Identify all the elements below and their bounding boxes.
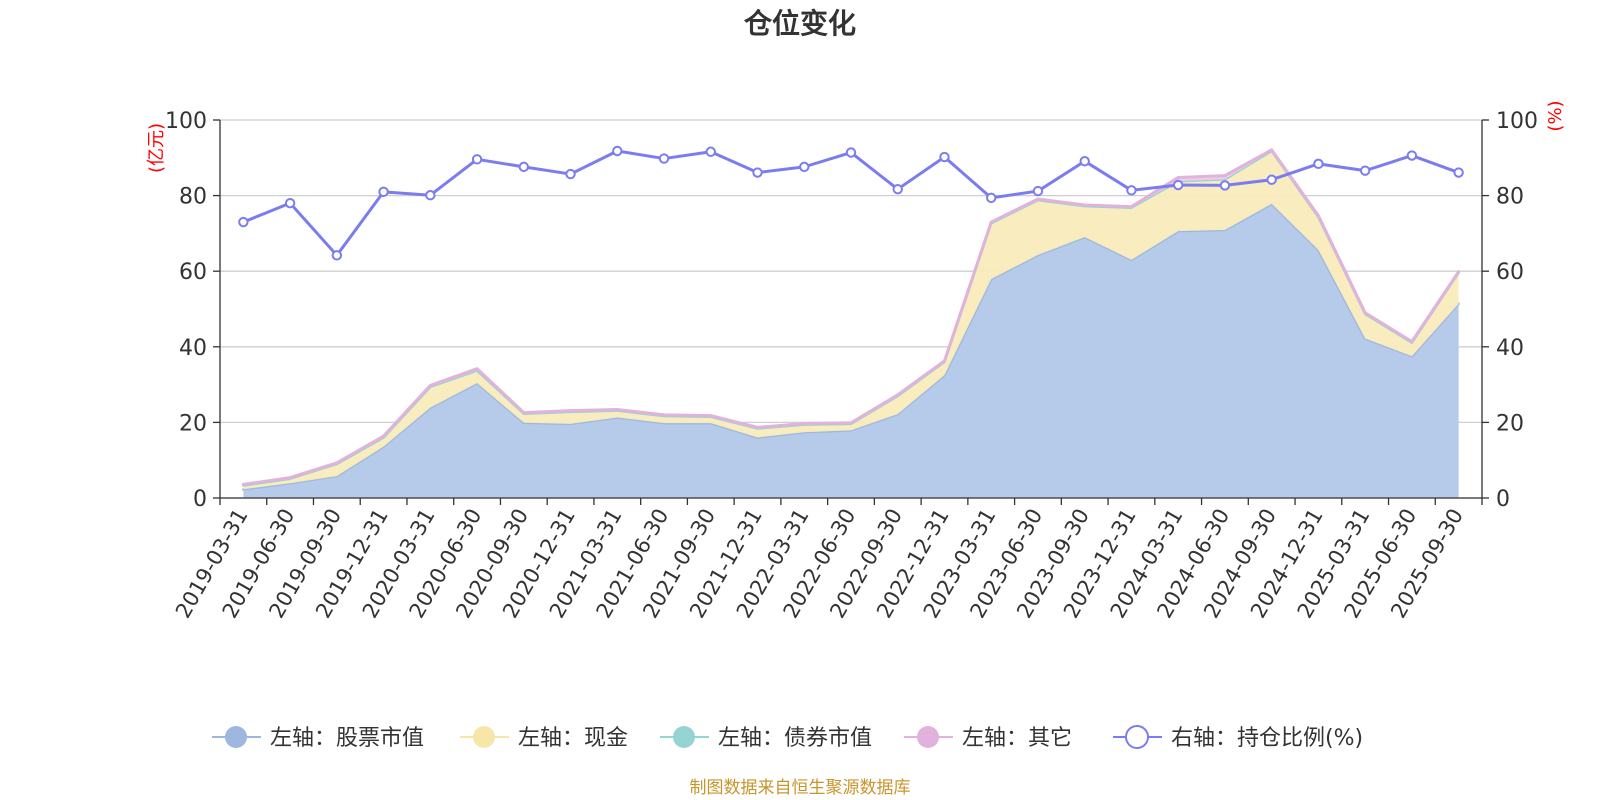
- legend-label: 右轴：持仓比例(%): [1171, 726, 1363, 751]
- position-ratio-point: [1032, 185, 1044, 197]
- position-ratio-point: [845, 147, 857, 158]
- position-ratio-line: [238, 145, 1464, 261]
- legend-item-2[interactable]: 左轴：现金: [460, 726, 628, 751]
- position-ratio-point: [1126, 185, 1137, 196]
- right-y-tick-label: 0: [1496, 487, 1510, 512]
- position-ratio-point: [752, 167, 763, 178]
- position-ratio-point: [1453, 167, 1464, 178]
- left-y-tick-labels: 0 20 40 60 80 100: [165, 109, 207, 512]
- position-ratio-point: [1406, 150, 1418, 161]
- position-ratio-point: [1266, 174, 1277, 185]
- legend-circle-marker: [917, 726, 939, 748]
- right-y-tick-labels: 0 20 40 60 80 100: [1496, 109, 1538, 512]
- position-ratio-point: [799, 161, 810, 173]
- legend-label: 左轴：股票市值: [270, 726, 424, 751]
- position-ratio-point: [1219, 180, 1231, 191]
- legend-label: 左轴：现金: [518, 726, 628, 751]
- position-ratio-point: [1313, 158, 1324, 170]
- area-fill-series-1: [243, 203, 1459, 498]
- position-ratio-point: [1172, 179, 1184, 191]
- left-y-tick-label: 20: [179, 411, 207, 436]
- data-source-note: 制图数据来自恒生聚源数据库: [690, 778, 911, 798]
- position-ratio-point: [658, 153, 670, 164]
- position-ratio-point: [939, 151, 950, 163]
- position-ratio-point: [471, 154, 483, 165]
- left-y-tick-label: 80: [179, 185, 207, 210]
- position-ratio-point: [612, 145, 623, 157]
- position-ratio-point: [705, 146, 716, 157]
- legend-circle-marker: [673, 726, 695, 748]
- legend-item-4[interactable]: 左轴：其它: [904, 726, 1072, 751]
- right-y-tick-label: 80: [1496, 185, 1524, 210]
- right-y-tick-label: 100: [1496, 109, 1538, 134]
- position-ratio-point: [986, 192, 997, 204]
- legend: 左轴：股票市值 左轴：现金 左轴：债券市值 左轴：其它 右轴：持仓比例(%): [212, 725, 1363, 751]
- legend-label: 左轴：债券市值: [718, 726, 872, 751]
- axes: [213, 119, 1489, 505]
- legend-item-3[interactable]: 左轴：债券市值: [660, 726, 872, 751]
- chart-title: 仓位变化: [744, 7, 856, 40]
- right-y-tick-label: 40: [1496, 336, 1524, 361]
- left-y-tick-label: 60: [179, 260, 207, 285]
- legend-item-5[interactable]: 右轴：持仓比例(%): [1113, 725, 1363, 751]
- area-line-series-4: [241, 148, 1461, 486]
- right-axis-unit: (%): [1545, 100, 1566, 131]
- left-y-tick-label: 40: [179, 336, 207, 361]
- x-tick-labels: 2019-03-312019-06-302019-09-302019-12-31…: [171, 504, 1468, 622]
- area-fill-series-2: [243, 150, 1459, 490]
- legend-circle-marker: [473, 726, 495, 748]
- legend-item-1[interactable]: 左轴：股票市值: [212, 726, 424, 751]
- position-ratio-point: [238, 216, 249, 228]
- left-axis-unit: (亿元): [146, 123, 167, 173]
- legend-circle-marker: [1125, 725, 1149, 749]
- right-y-tick-label: 20: [1496, 411, 1524, 436]
- position-ratio-point: [565, 168, 576, 180]
- left-y-tick-label: 0: [193, 487, 207, 512]
- position-ratio-point: [518, 161, 530, 173]
- stacked-areas: [241, 148, 1461, 498]
- position-ratio-point: [425, 190, 436, 201]
- position-ratio-point: [892, 183, 903, 195]
- position-ratio-point: [1359, 165, 1371, 176]
- position-ratio-point: [378, 186, 389, 198]
- legend-label: 左轴：其它: [962, 726, 1072, 751]
- left-y-tick-label: 100: [165, 109, 207, 134]
- position-ratio-point: [331, 250, 343, 261]
- legend-circle-marker: [225, 726, 247, 748]
- position-ratio-point: [284, 197, 296, 209]
- right-y-tick-label: 60: [1496, 260, 1524, 285]
- position-ratio-point: [1079, 156, 1090, 167]
